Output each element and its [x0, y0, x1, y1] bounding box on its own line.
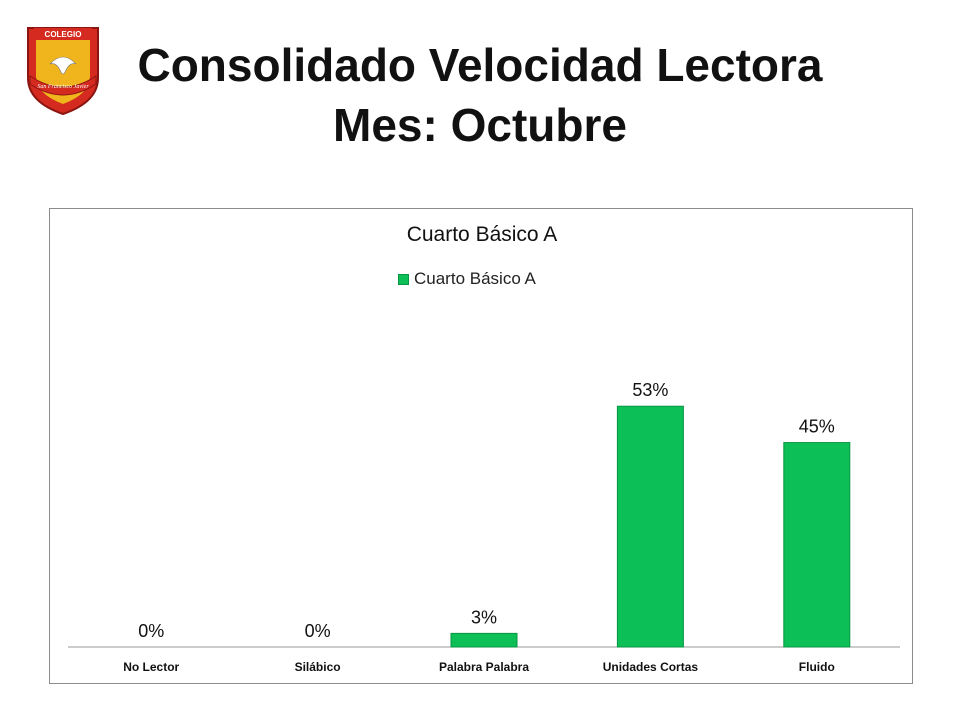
x-tick-label-2: Palabra Palabra — [439, 660, 529, 674]
page-subtitle: Mes: Octubre — [333, 99, 627, 151]
x-tick-label-1: Silábico — [295, 660, 341, 674]
chart-title: Cuarto Básico A — [406, 223, 558, 246]
x-tick-label-0: No Lector — [123, 660, 179, 674]
bar-2 — [450, 632, 518, 648]
chart-plot: 0% No Lector 0% Silábico 3% Palabra Palabra 53… — [68, 380, 900, 674]
data-label-2: 3% — [471, 607, 497, 627]
chart-legend: Cuarto Básico A — [398, 269, 536, 289]
data-label-3: 53% — [632, 380, 668, 400]
data-label-0: 0% — [138, 621, 164, 641]
bar-4 — [783, 442, 851, 648]
logo-text-top: COLEGIO — [45, 30, 82, 39]
x-tick-label-4: Fluido — [799, 660, 835, 674]
page-title: Consolidado Velocidad Lectora — [137, 39, 823, 91]
data-label-4: 45% — [799, 417, 835, 437]
x-tick-label-3: Unidades Cortas — [603, 660, 699, 674]
data-label-1: 0% — [305, 621, 331, 641]
logo-ribbon-text: San Francisco Javier — [37, 84, 89, 90]
legend-swatch — [398, 273, 409, 285]
legend-label: Cuarto Básico A — [414, 269, 536, 288]
school-logo: COLEGIO San Francisco Javier — [27, 27, 99, 116]
bar-3 — [616, 405, 684, 648]
chart-frame: Cuarto Básico A Cuarto Básico A 0% No Lec… — [49, 208, 913, 684]
